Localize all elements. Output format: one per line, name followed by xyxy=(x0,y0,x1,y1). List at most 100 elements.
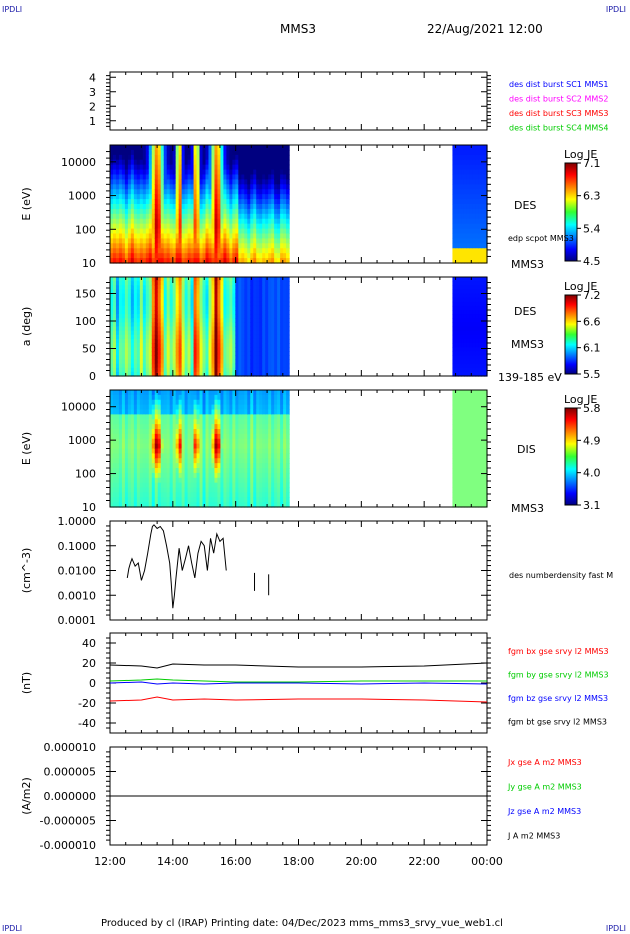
spectrogram-3-cell xyxy=(265,322,269,328)
spectrogram-3-cell xyxy=(461,367,465,373)
spectrogram-2-cell xyxy=(286,174,290,181)
spectrogram-3-cell xyxy=(214,318,219,323)
spectrogram-2-cell xyxy=(172,223,177,230)
spectrogram-4-cell xyxy=(247,453,251,459)
spectrogram-4-cell xyxy=(130,394,135,401)
spectrogram-4-cell xyxy=(220,390,225,396)
spectrogram-2-cell xyxy=(238,189,242,195)
spectrogram-2-cell xyxy=(187,213,192,220)
spectrogram-2-cell xyxy=(214,208,219,215)
spectrogram-4-cell xyxy=(238,404,242,411)
spectrogram-3-cell xyxy=(133,351,138,356)
spectrogram-4-cell xyxy=(181,429,186,435)
spectrogram-2-cell xyxy=(458,258,462,264)
spectrogram-2-cell xyxy=(112,258,117,264)
spectrogram-3-cell xyxy=(169,351,174,356)
spectrogram-4-cell xyxy=(121,390,126,396)
spectrogram-4-cell xyxy=(151,414,156,420)
spectrogram-4-cell xyxy=(244,443,248,450)
spectrogram-4-cell xyxy=(136,409,141,415)
spectrogram-2-cell xyxy=(136,248,141,254)
spectrogram-4-cell xyxy=(110,414,114,420)
spectrogram-3-cell xyxy=(238,289,242,295)
spectrogram-2-cell xyxy=(217,228,222,235)
spectrogram-2-cell xyxy=(121,149,126,156)
spectrogram-4-cell xyxy=(226,448,230,454)
plot-datetime: 22/Aug/2021 12:00 xyxy=(427,22,543,36)
spectrogram-3-cell xyxy=(235,347,239,352)
spectrogram-4-cell xyxy=(238,497,242,503)
spectrogram-3-cell xyxy=(244,338,248,344)
spectrogram-3-cell xyxy=(157,301,162,307)
spectrogram-2-cell xyxy=(481,179,485,185)
spectrogram-3-cell xyxy=(118,371,123,377)
spectrogram-4-cell xyxy=(115,448,120,454)
spectrogram-4-cell xyxy=(127,453,132,459)
spectrogram-3-cell xyxy=(118,314,123,319)
spectrogram-2-cell xyxy=(208,228,213,235)
spectrogram-3-cell xyxy=(136,347,141,352)
spectrogram-2-cell xyxy=(199,145,204,151)
spectrogram-2-cell xyxy=(151,243,156,249)
spectrogram-3-cell xyxy=(274,318,278,323)
spectrogram-4-cell xyxy=(208,472,213,479)
spectrogram-3-cell xyxy=(169,297,174,303)
spectrogram-2-cell xyxy=(208,199,213,205)
spectrogram-2-cell xyxy=(274,189,278,195)
spectrogram-3-cell xyxy=(466,363,471,369)
spectrogram-3-cell xyxy=(190,310,195,315)
spectrogram-4-cell xyxy=(133,443,138,450)
spectrogram-3-cell xyxy=(145,359,150,365)
spectrogram-4-cell xyxy=(136,448,141,454)
spectrogram-2-cell xyxy=(121,238,126,244)
spectrogram-2-cell xyxy=(202,218,207,225)
spectrogram-2-cell xyxy=(190,194,195,200)
spectrogram-3-cell xyxy=(193,347,198,352)
spectrogram-2-cell xyxy=(274,208,278,215)
spectrogram-3-cell xyxy=(208,277,213,282)
colorbar-3-tick-label: 6.6 xyxy=(583,315,601,328)
spectrogram-2-cell xyxy=(187,258,192,264)
spectrogram-4-cell xyxy=(133,433,138,440)
spectrogram-3-cell xyxy=(148,318,153,323)
spectrogram-4-cell xyxy=(214,458,219,464)
spectrogram-3-cell xyxy=(253,301,257,307)
spectrogram-2-cell xyxy=(223,238,227,244)
spectrogram-2-cell xyxy=(262,253,266,259)
spectrogram-2-cell xyxy=(220,174,225,181)
spectrogram-4-cell xyxy=(205,487,210,493)
spectrogram-3-cell xyxy=(235,301,239,307)
spectrogram-2-cell xyxy=(115,199,120,205)
spectrogram-4-cell xyxy=(133,458,138,464)
spectrogram-2-cell xyxy=(217,253,222,259)
panel-2-species-label: DES xyxy=(514,199,536,212)
spectrogram-2-cell xyxy=(193,253,198,259)
spectrogram-4-cell xyxy=(208,394,213,401)
spectrogram-3-cell xyxy=(463,359,468,365)
spectrogram-2-cell xyxy=(458,253,462,259)
spectrogram-2-cell xyxy=(172,233,177,240)
spectrogram-2-cell xyxy=(178,253,183,259)
spectrogram-4-cell xyxy=(130,477,135,484)
spectrogram-4-cell xyxy=(133,419,138,425)
spectrogram-2-cell xyxy=(127,189,132,195)
spectrogram-2-cell xyxy=(259,179,263,185)
spectrogram-3-cell xyxy=(136,285,141,290)
spectrogram-3-cell xyxy=(271,310,275,315)
spectrogram-4-cell xyxy=(157,419,162,425)
spectrogram-2-cell xyxy=(241,174,245,181)
spectrogram-2-cell xyxy=(452,228,456,235)
spectrogram-2-cell xyxy=(196,149,201,156)
spectrogram-3-cell xyxy=(112,305,117,311)
spectrogram-2-cell xyxy=(463,208,468,215)
spectrogram-4-cell xyxy=(223,448,227,454)
spectrogram-4-cell xyxy=(118,458,123,464)
spectrogram-3-cell xyxy=(145,371,150,377)
spectrogram-3-cell xyxy=(458,359,462,365)
spectrogram-2-cell xyxy=(238,159,242,166)
spectrogram-3-cell xyxy=(253,371,257,377)
spectrogram-2-cell xyxy=(187,238,192,244)
spectrogram-2-cell xyxy=(286,145,290,151)
spectrogram-2-cell xyxy=(118,248,123,254)
spectrogram-2-cell xyxy=(280,213,284,220)
